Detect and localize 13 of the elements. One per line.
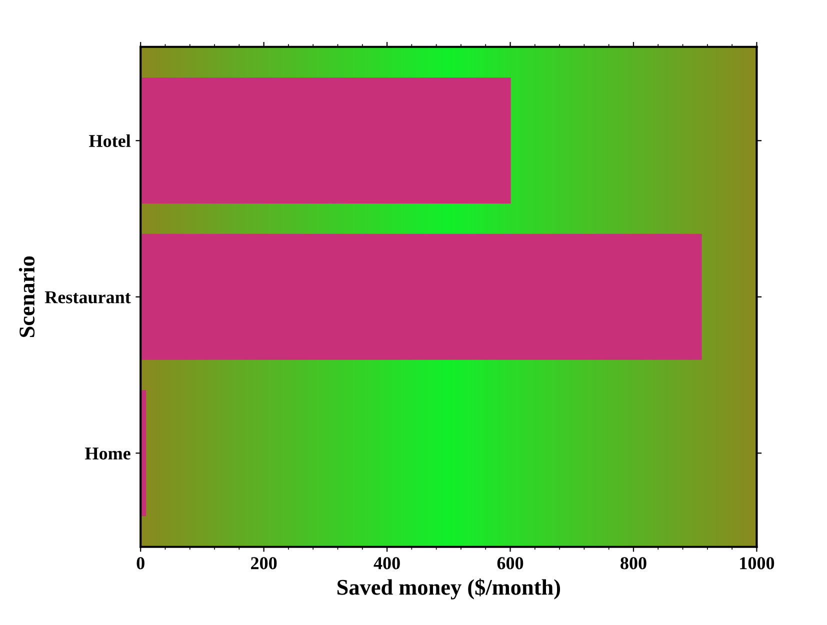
bar <box>140 78 511 204</box>
x-tick-label: 600 <box>497 557 524 570</box>
x-tick-label: 1000 <box>740 557 774 570</box>
x-tick-label: 0 <box>136 557 144 570</box>
y-tick-label: Restaurant <box>44 291 131 304</box>
y-tick-label: Home <box>85 448 130 460</box>
x-tick-label: 400 <box>374 557 400 570</box>
x-tick-label: 200 <box>251 557 277 570</box>
x-tick-label: 800 <box>620 557 646 570</box>
x-axis-title: Saved money ($/month) <box>337 578 560 600</box>
y-axis-title: Scenario <box>18 256 35 338</box>
bar <box>140 234 702 360</box>
y-tick-label: Hotel <box>89 134 131 148</box>
